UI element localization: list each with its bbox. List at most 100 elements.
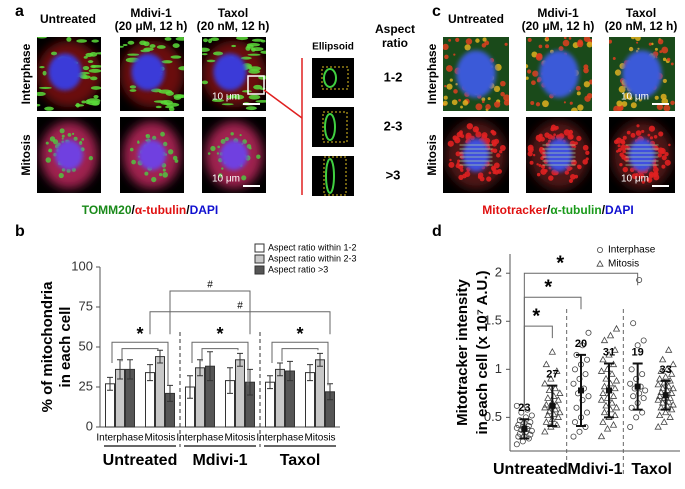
mitochondrion — [71, 132, 75, 136]
significance-bracket — [191, 341, 249, 386]
mitochondrion — [242, 139, 247, 144]
data-point — [612, 403, 621, 411]
ellipsoid — [324, 113, 336, 141]
mitochondrion — [120, 45, 125, 48]
mean-marker — [578, 387, 584, 394]
mitochondrion — [145, 134, 151, 139]
data-point — [545, 407, 554, 415]
mitochondrion — [162, 168, 166, 172]
ellipsoid — [323, 68, 337, 88]
mitochondrion — [221, 167, 224, 170]
data-point — [584, 356, 591, 363]
x-tick-label: Interphase — [96, 433, 144, 444]
mitochondrion — [576, 135, 582, 142]
mitochondrion — [245, 106, 257, 111]
mitochondrion — [477, 172, 484, 178]
error-bar — [237, 352, 243, 367]
mitochondrion — [249, 146, 252, 150]
mitochondrion — [61, 134, 65, 138]
mitochondrion — [66, 37, 72, 42]
x-tick-label: Mitosis — [224, 433, 255, 444]
annotation: * — [136, 324, 143, 344]
data-point — [516, 430, 523, 437]
mitochondrion — [636, 124, 640, 128]
mitochondrion — [131, 159, 136, 165]
error-bar — [287, 360, 293, 382]
mitochondrion — [251, 47, 264, 52]
mitochondrion — [670, 100, 675, 106]
bar — [235, 359, 245, 428]
data-point — [602, 374, 610, 382]
mitochondrion — [664, 151, 669, 157]
data-point — [634, 342, 641, 349]
mitochondrion — [490, 130, 494, 134]
mitochondrion — [443, 43, 449, 51]
data-point — [654, 380, 662, 388]
data-point — [658, 384, 667, 392]
mitochondrion — [448, 161, 455, 168]
legend-swatch — [254, 243, 265, 253]
mitochondrion — [654, 47, 658, 51]
ellipsoid-header: Ellipsoid — [312, 42, 354, 53]
mitochondrion — [38, 86, 52, 89]
mitochondrion — [497, 168, 502, 174]
mitochondrion — [554, 125, 559, 130]
mitochondrion — [536, 172, 541, 177]
nucleus — [456, 50, 496, 98]
mitochondrion — [542, 100, 549, 108]
data-point — [600, 382, 609, 390]
data-point — [605, 350, 613, 358]
y-axis-label: in each cell (x 10⁷ A.U.) — [474, 270, 491, 434]
mitochondrion — [500, 91, 505, 97]
mitochondrion — [247, 53, 261, 56]
mitochondrion — [653, 135, 658, 139]
y-tick-label: 25 — [79, 378, 93, 393]
mitochondrion — [475, 131, 482, 138]
mitochondrion — [61, 137, 64, 140]
data-point — [611, 411, 619, 419]
mitochondrion — [93, 94, 99, 99]
mitochondrion — [583, 81, 590, 88]
data-point — [553, 367, 561, 374]
row-label: Interphase — [425, 43, 439, 104]
stain: DAPI — [190, 203, 219, 217]
mitochondrion — [628, 96, 633, 101]
mitochondrion — [562, 39, 570, 47]
data-point — [597, 396, 606, 403]
mitochondrion — [492, 148, 498, 154]
mitochondrion — [649, 136, 654, 140]
chromatin — [219, 139, 249, 171]
mitochondrion — [500, 80, 506, 87]
mitochondrion — [481, 100, 485, 104]
data-point — [666, 413, 674, 420]
mean-marker — [606, 387, 612, 394]
mitochondrion — [544, 132, 550, 138]
mitochondrion — [614, 69, 622, 76]
mitochondrion — [666, 57, 671, 62]
stain: / — [547, 203, 551, 217]
data-point — [527, 431, 534, 438]
mitochondrion — [89, 52, 98, 57]
mitochondrion — [486, 176, 492, 182]
mitochondrion — [256, 154, 261, 159]
mitochondrion — [494, 101, 501, 108]
nucleus — [131, 53, 165, 91]
bar — [155, 356, 165, 428]
error-bar — [207, 351, 213, 382]
mitochondrion — [173, 95, 182, 100]
mitochondrion — [453, 89, 458, 94]
mitochondrion — [485, 104, 491, 110]
mitochondrion — [613, 139, 619, 145]
mitochondrion — [529, 160, 534, 165]
column-header: (20 nM, 12 h) — [605, 19, 678, 33]
data-point — [612, 376, 621, 384]
mitochondrion — [202, 47, 210, 52]
mitochondrion — [207, 152, 211, 155]
data-point — [657, 367, 665, 374]
mitochondrion — [444, 54, 449, 60]
mitochondrion — [37, 37, 47, 39]
y-tick-label: 0.5 — [484, 409, 502, 424]
mitochondrion — [576, 91, 581, 96]
mitochondrion — [86, 98, 101, 104]
data-point — [600, 336, 609, 344]
